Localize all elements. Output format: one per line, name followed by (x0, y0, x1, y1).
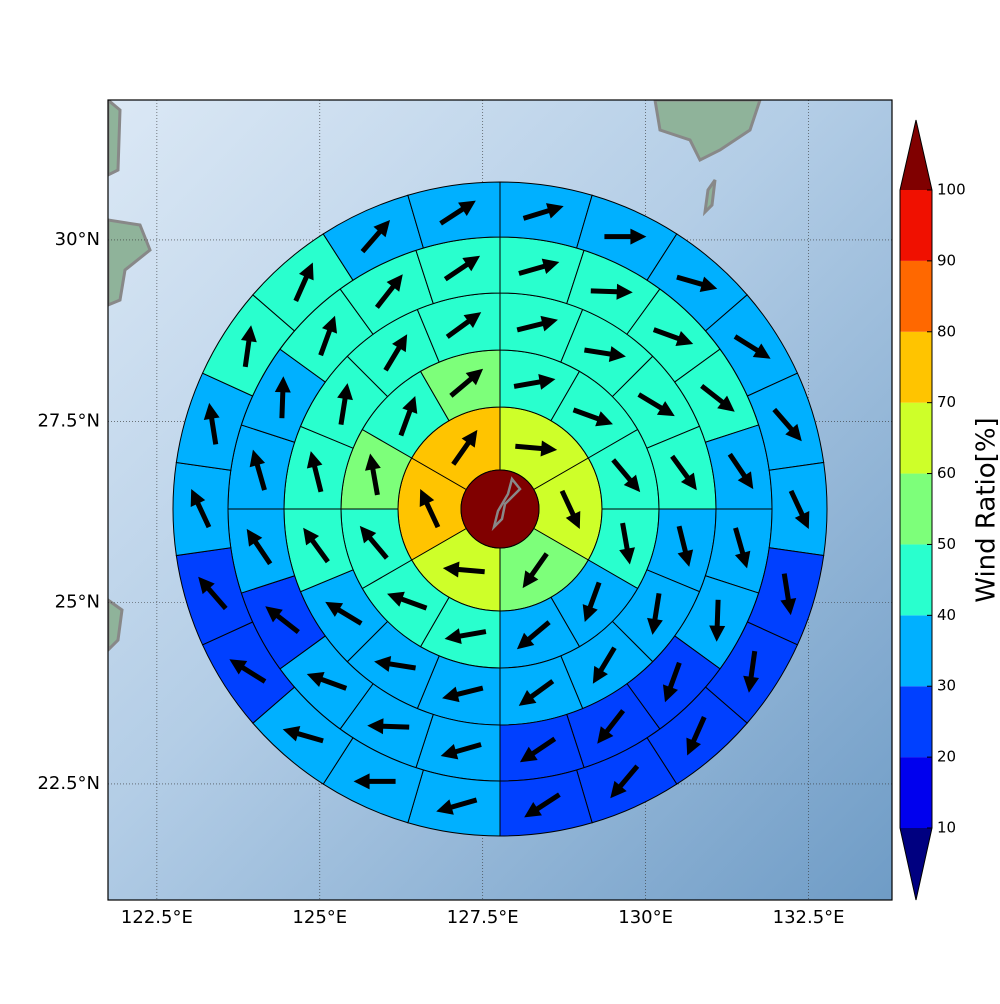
colorbar-segment (900, 403, 932, 474)
colorbar-tick-label: 70 (937, 393, 956, 411)
y-tick-label: 22.5°N (37, 773, 100, 794)
y-tick-label: 27.5°N (37, 410, 100, 431)
colorbar-tick-label: 90 (937, 251, 956, 269)
colorbar-segment (900, 615, 932, 686)
colorbar-tick-label: 50 (937, 535, 956, 553)
x-tick-label: 122.5°E (121, 907, 193, 928)
colorbar-tick-label: 30 (937, 677, 956, 695)
colorbar-tick-label: 40 (937, 606, 956, 624)
y-tick-label: 30°N (55, 229, 100, 250)
colorbar-segment (900, 544, 932, 615)
colorbar-tick-label: 20 (937, 748, 956, 766)
colorbar: 10 20 30 40 50 60 70 80 90 100 (900, 120, 966, 900)
y-tick-label: 25°N (55, 592, 100, 613)
colorbar-tick-label: 10 (937, 819, 956, 837)
colorbar-segment (900, 332, 932, 403)
colorbar-under (900, 828, 932, 900)
colorbar-segment (900, 261, 932, 332)
sectors (173, 182, 827, 836)
colorbar-segment (900, 686, 932, 757)
x-tick-label: 132.5°E (773, 907, 845, 928)
colorbar-segment (900, 190, 932, 261)
x-tick-label: 127.5°E (447, 907, 519, 928)
colorbar-over (900, 120, 932, 190)
x-tick-label: 125°E (292, 907, 347, 928)
x-tick-label: 130°E (618, 907, 673, 928)
land-mass (108, 100, 120, 175)
colorbar-tick-label: 80 (937, 322, 956, 340)
colorbar-tick-label: 100 (937, 181, 966, 199)
colorbar-label: Wind Ratio[%] (972, 417, 1000, 602)
colorbar-tick-label: 60 (937, 464, 956, 482)
colorbar-segment (900, 757, 932, 828)
colorbar-segment (900, 474, 932, 545)
